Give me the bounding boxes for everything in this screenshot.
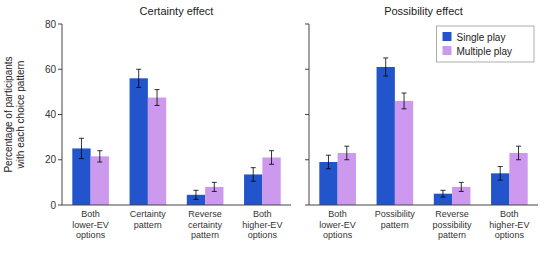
error-bar [383,58,388,76]
error-bar [402,93,407,109]
error-bar [440,190,445,197]
y-tick [58,205,62,206]
x-tick-label: Certaintypattern [130,209,167,230]
error-bar [516,146,521,160]
panel: Certainty effect 0 20 40 60 80 Percentage of p… [3,5,291,240]
y-tick-label: 80 [45,19,57,30]
bar [91,156,109,205]
y-tick-label: 60 [45,64,57,75]
error-bar [269,151,274,165]
error-bar [498,167,503,181]
y-tick-label: 0 [50,200,56,211]
x-tick-label: Reversecertaintypattern [188,209,223,240]
y-tick [58,69,62,70]
x-axis [309,205,538,206]
error-bar [97,151,102,162]
title: Possibility effect [384,5,463,17]
error-bar [326,155,331,169]
chart: Certainty effect 0 20 40 60 80 Percentage of p… [0,0,546,257]
legend-label: Multiple play [457,46,513,57]
bar [377,67,395,205]
bar [395,101,413,205]
x-tick-label: Bothlower-EVoptions [72,209,109,240]
y-tick [305,69,309,70]
y-tick-label: 40 [45,109,57,120]
y-tick [305,24,309,25]
bar [319,162,337,205]
panel: Possibility effect Bothlower-EVoptions Pos… [305,5,538,240]
y-tick [305,205,309,206]
error-bar [79,138,84,158]
legend: Single play Multiple play [437,26,535,62]
legend-label: Single play [457,32,506,43]
bar [130,78,148,205]
x-axis [62,205,291,206]
error-bar [193,190,198,199]
x-tick-label: Bothhigher-EVoptions [242,209,282,240]
error-bar [344,146,349,160]
y-axis-label: Percentage of participantswith each choi… [3,56,26,172]
bar [509,153,527,205]
error-bar [212,182,217,191]
x-tick-label: Possibilitypattern [375,209,416,230]
legend-frame [437,26,535,62]
y-tick [58,159,62,160]
y-tick [58,24,62,25]
error-bar [136,69,141,87]
title: Certainty effect [140,5,214,17]
y-axis [62,24,63,205]
bar [262,157,280,205]
plot-area [319,58,527,205]
y-tick [305,114,309,115]
bar [338,153,356,205]
plot-area [72,69,280,205]
error-bar [155,90,160,106]
legend-swatch [443,32,452,41]
legend-swatch [443,46,452,55]
y-tick [58,114,62,115]
y-tick-label: 20 [45,154,57,165]
y-axis [309,24,310,205]
x-tick-label: Reversepossibilitypattern [433,209,473,240]
x-tick-label: Bothlower-EVoptions [319,209,356,240]
bar [148,98,166,205]
x-tick-label: Bothhigher-EVoptions [489,209,529,240]
error-bar [459,182,464,191]
y-tick [305,159,309,160]
error-bar [251,168,256,182]
